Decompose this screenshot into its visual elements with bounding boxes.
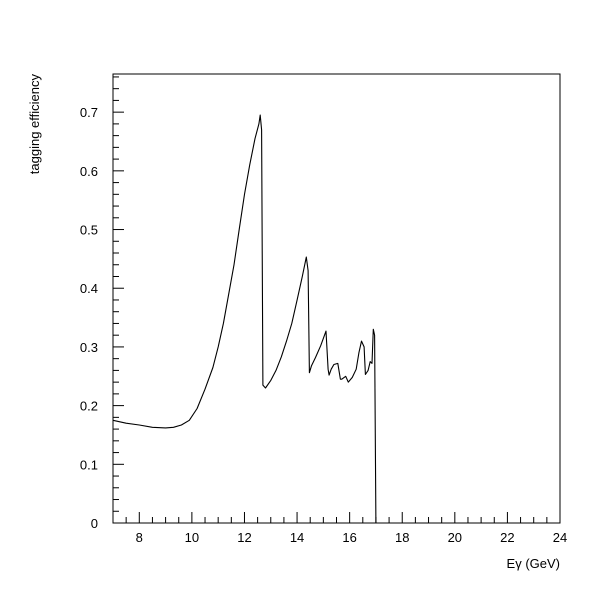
y-tick-label: 0.1 — [80, 457, 98, 472]
y-tick-label: 0.2 — [80, 399, 98, 414]
y-tick-label: 0.7 — [80, 105, 98, 120]
x-axis-title: Eγ (GeV) — [507, 556, 560, 571]
y-axis-title: tagging efficiency — [27, 74, 42, 175]
x-tick-label: 12 — [237, 530, 251, 545]
x-tick-label: 18 — [395, 530, 409, 545]
x-tick-label: 20 — [448, 530, 462, 545]
y-tick-label: 0.5 — [80, 223, 98, 238]
x-tick-label: 8 — [136, 530, 143, 545]
plot-frame-layer — [112, 73, 561, 524]
y-tick-label: 0 — [91, 516, 98, 531]
ticks-layer — [112, 76, 561, 524]
x-tick-label: 22 — [500, 530, 514, 545]
x-tick-label: 10 — [185, 530, 199, 545]
y-tick-label: 0.3 — [80, 340, 98, 355]
y-tick-label: 0.4 — [80, 281, 98, 296]
series-layer — [112, 114, 378, 524]
labels-layer: 8 10 12 14 16 18 20 22 24 0 0.1 0.2 0.3 0.4 0.5 0.6 0.7 — [80, 105, 567, 545]
efficiency-series-line — [112, 114, 378, 524]
x-tick-label: 16 — [342, 530, 356, 545]
plot-frame — [112, 73, 561, 524]
x-tick-label: 24 — [553, 530, 567, 545]
y-tick-label: 0.6 — [80, 164, 98, 179]
x-tick-label: 14 — [290, 530, 304, 545]
